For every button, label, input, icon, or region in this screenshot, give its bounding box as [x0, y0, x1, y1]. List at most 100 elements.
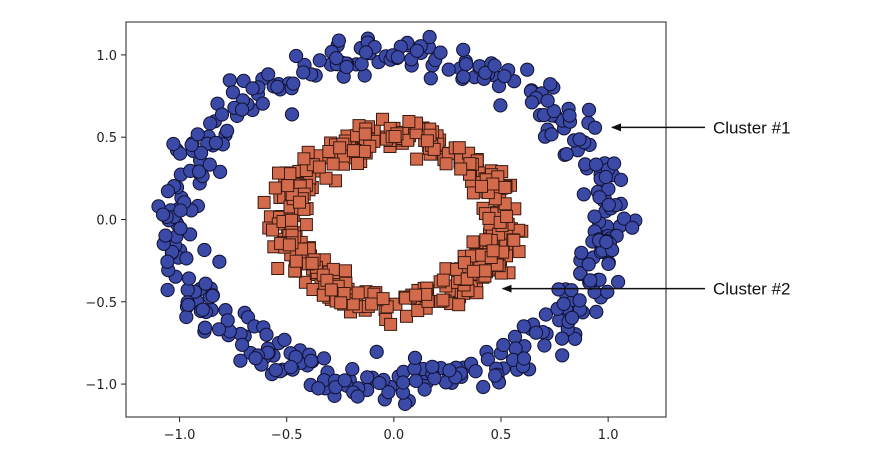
cluster-1-point	[516, 351, 532, 366]
cluster-2-point	[289, 254, 303, 268]
cluster-1-point	[564, 310, 580, 325]
cluster-2-point	[299, 218, 313, 232]
cluster-1-point	[255, 96, 270, 111]
cluster-1-point	[214, 107, 230, 122]
cluster-2-point	[346, 144, 360, 158]
cluster-1-point	[211, 322, 227, 337]
cluster-1-point	[205, 288, 220, 303]
points-layer	[151, 29, 643, 411]
cluster-1-point	[555, 348, 570, 363]
cluster-2-point	[436, 293, 450, 307]
cluster-1-point	[600, 284, 615, 299]
cluster-1-point	[520, 62, 535, 77]
cluster-1-point	[442, 363, 457, 378]
cluster-1-point	[540, 93, 555, 108]
cluster-1-point	[601, 197, 616, 212]
cluster-1-point	[372, 375, 387, 391]
cluster-1-point	[261, 67, 276, 82]
cluster-1-point	[277, 332, 292, 347]
cluster-2-point	[351, 286, 365, 300]
cluster-1-point	[179, 251, 194, 266]
cluster-2-point	[376, 292, 390, 306]
cluster-1-point	[601, 256, 616, 271]
cluster-2-point	[478, 264, 492, 278]
cluster-1-point	[304, 353, 319, 368]
cluster-1-point	[158, 228, 173, 243]
cluster-1-point	[358, 45, 374, 60]
cluster-2-point	[285, 213, 298, 227]
cluster-2-point	[339, 264, 352, 278]
cluster-1-point	[203, 116, 218, 131]
cluster-2-point	[507, 233, 521, 247]
cluster-1-point	[599, 234, 614, 250]
cluster-1-point	[160, 184, 176, 199]
cluster-1-point	[493, 98, 508, 113]
cluster-2-point	[257, 195, 271, 209]
cluster-1-point	[337, 373, 352, 388]
cluster-2-point	[410, 152, 424, 166]
cluster-1-point	[296, 65, 311, 80]
cluster-1-point	[259, 327, 274, 342]
cluster-1-point	[417, 382, 432, 397]
x-tick-label: −0.5	[271, 428, 303, 443]
cluster-1-point	[160, 254, 175, 269]
cluster-1-point	[155, 207, 171, 222]
cluster-1-point	[496, 337, 511, 353]
cluster-1-point	[329, 51, 344, 66]
cluster-2-point	[388, 130, 402, 143]
cluster-2-point	[452, 298, 466, 312]
cluster-1-point	[350, 389, 365, 404]
cluster-1-point	[528, 325, 544, 340]
cluster-1-point	[441, 62, 456, 77]
cluster-2-point	[268, 181, 282, 195]
cluster-1-point	[339, 59, 354, 75]
cluster-1-point	[592, 190, 607, 205]
cluster-1-point	[581, 257, 596, 272]
cluster-1-point	[198, 276, 213, 291]
cluster-1-point	[284, 107, 300, 122]
cluster-1-point	[572, 293, 587, 308]
cluster-2-point	[402, 115, 416, 128]
x-tick-label: 0.0	[384, 428, 405, 443]
cluster-2-point	[312, 160, 326, 174]
plot-background	[126, 22, 666, 417]
cluster-1-point	[564, 283, 579, 298]
cluster-1-point	[166, 136, 181, 152]
cluster-1-point	[184, 137, 199, 152]
cluster-1-point	[160, 282, 175, 298]
y-tick-label: 0.0	[96, 214, 117, 229]
cluster-2-point	[486, 244, 500, 258]
y-tick-label: 0.5	[96, 131, 117, 146]
cluster-2-point	[411, 304, 425, 318]
cluster-1-point	[190, 127, 205, 142]
cluster-1-point	[331, 33, 346, 48]
cluster-2-point	[439, 157, 453, 171]
cluster-1-point	[173, 203, 188, 218]
cluster-1-point	[248, 351, 263, 366]
cluster-1-point	[587, 209, 602, 224]
cluster-2-point	[319, 171, 333, 185]
cluster-1-point	[425, 359, 440, 374]
cluster-2-point	[500, 210, 514, 223]
cluster-1-point	[195, 302, 210, 317]
cluster-1-point	[202, 157, 217, 172]
cluster-1-point	[576, 187, 591, 202]
cluster-1-point	[245, 81, 260, 96]
x-tick-label: −1.0	[164, 428, 196, 443]
cluster-2-point	[358, 127, 372, 141]
x-tick-label: 0.5	[491, 428, 512, 443]
cluster-1-point	[423, 71, 438, 86]
cluster-1-point	[407, 350, 423, 365]
cluster-1-point	[537, 338, 552, 353]
cluster-1-point	[574, 245, 589, 260]
cluster-1-point	[573, 266, 588, 281]
cluster-1-point	[225, 85, 240, 100]
cluster-1-point	[220, 313, 235, 328]
cluster-1-point	[616, 211, 632, 226]
cluster-2-point	[365, 297, 379, 311]
cluster-1-point	[390, 50, 405, 65]
cluster-2-point	[482, 211, 496, 225]
cluster-2-point	[283, 167, 297, 181]
cluster-1-point	[235, 102, 250, 117]
cluster-1-point	[198, 320, 213, 335]
